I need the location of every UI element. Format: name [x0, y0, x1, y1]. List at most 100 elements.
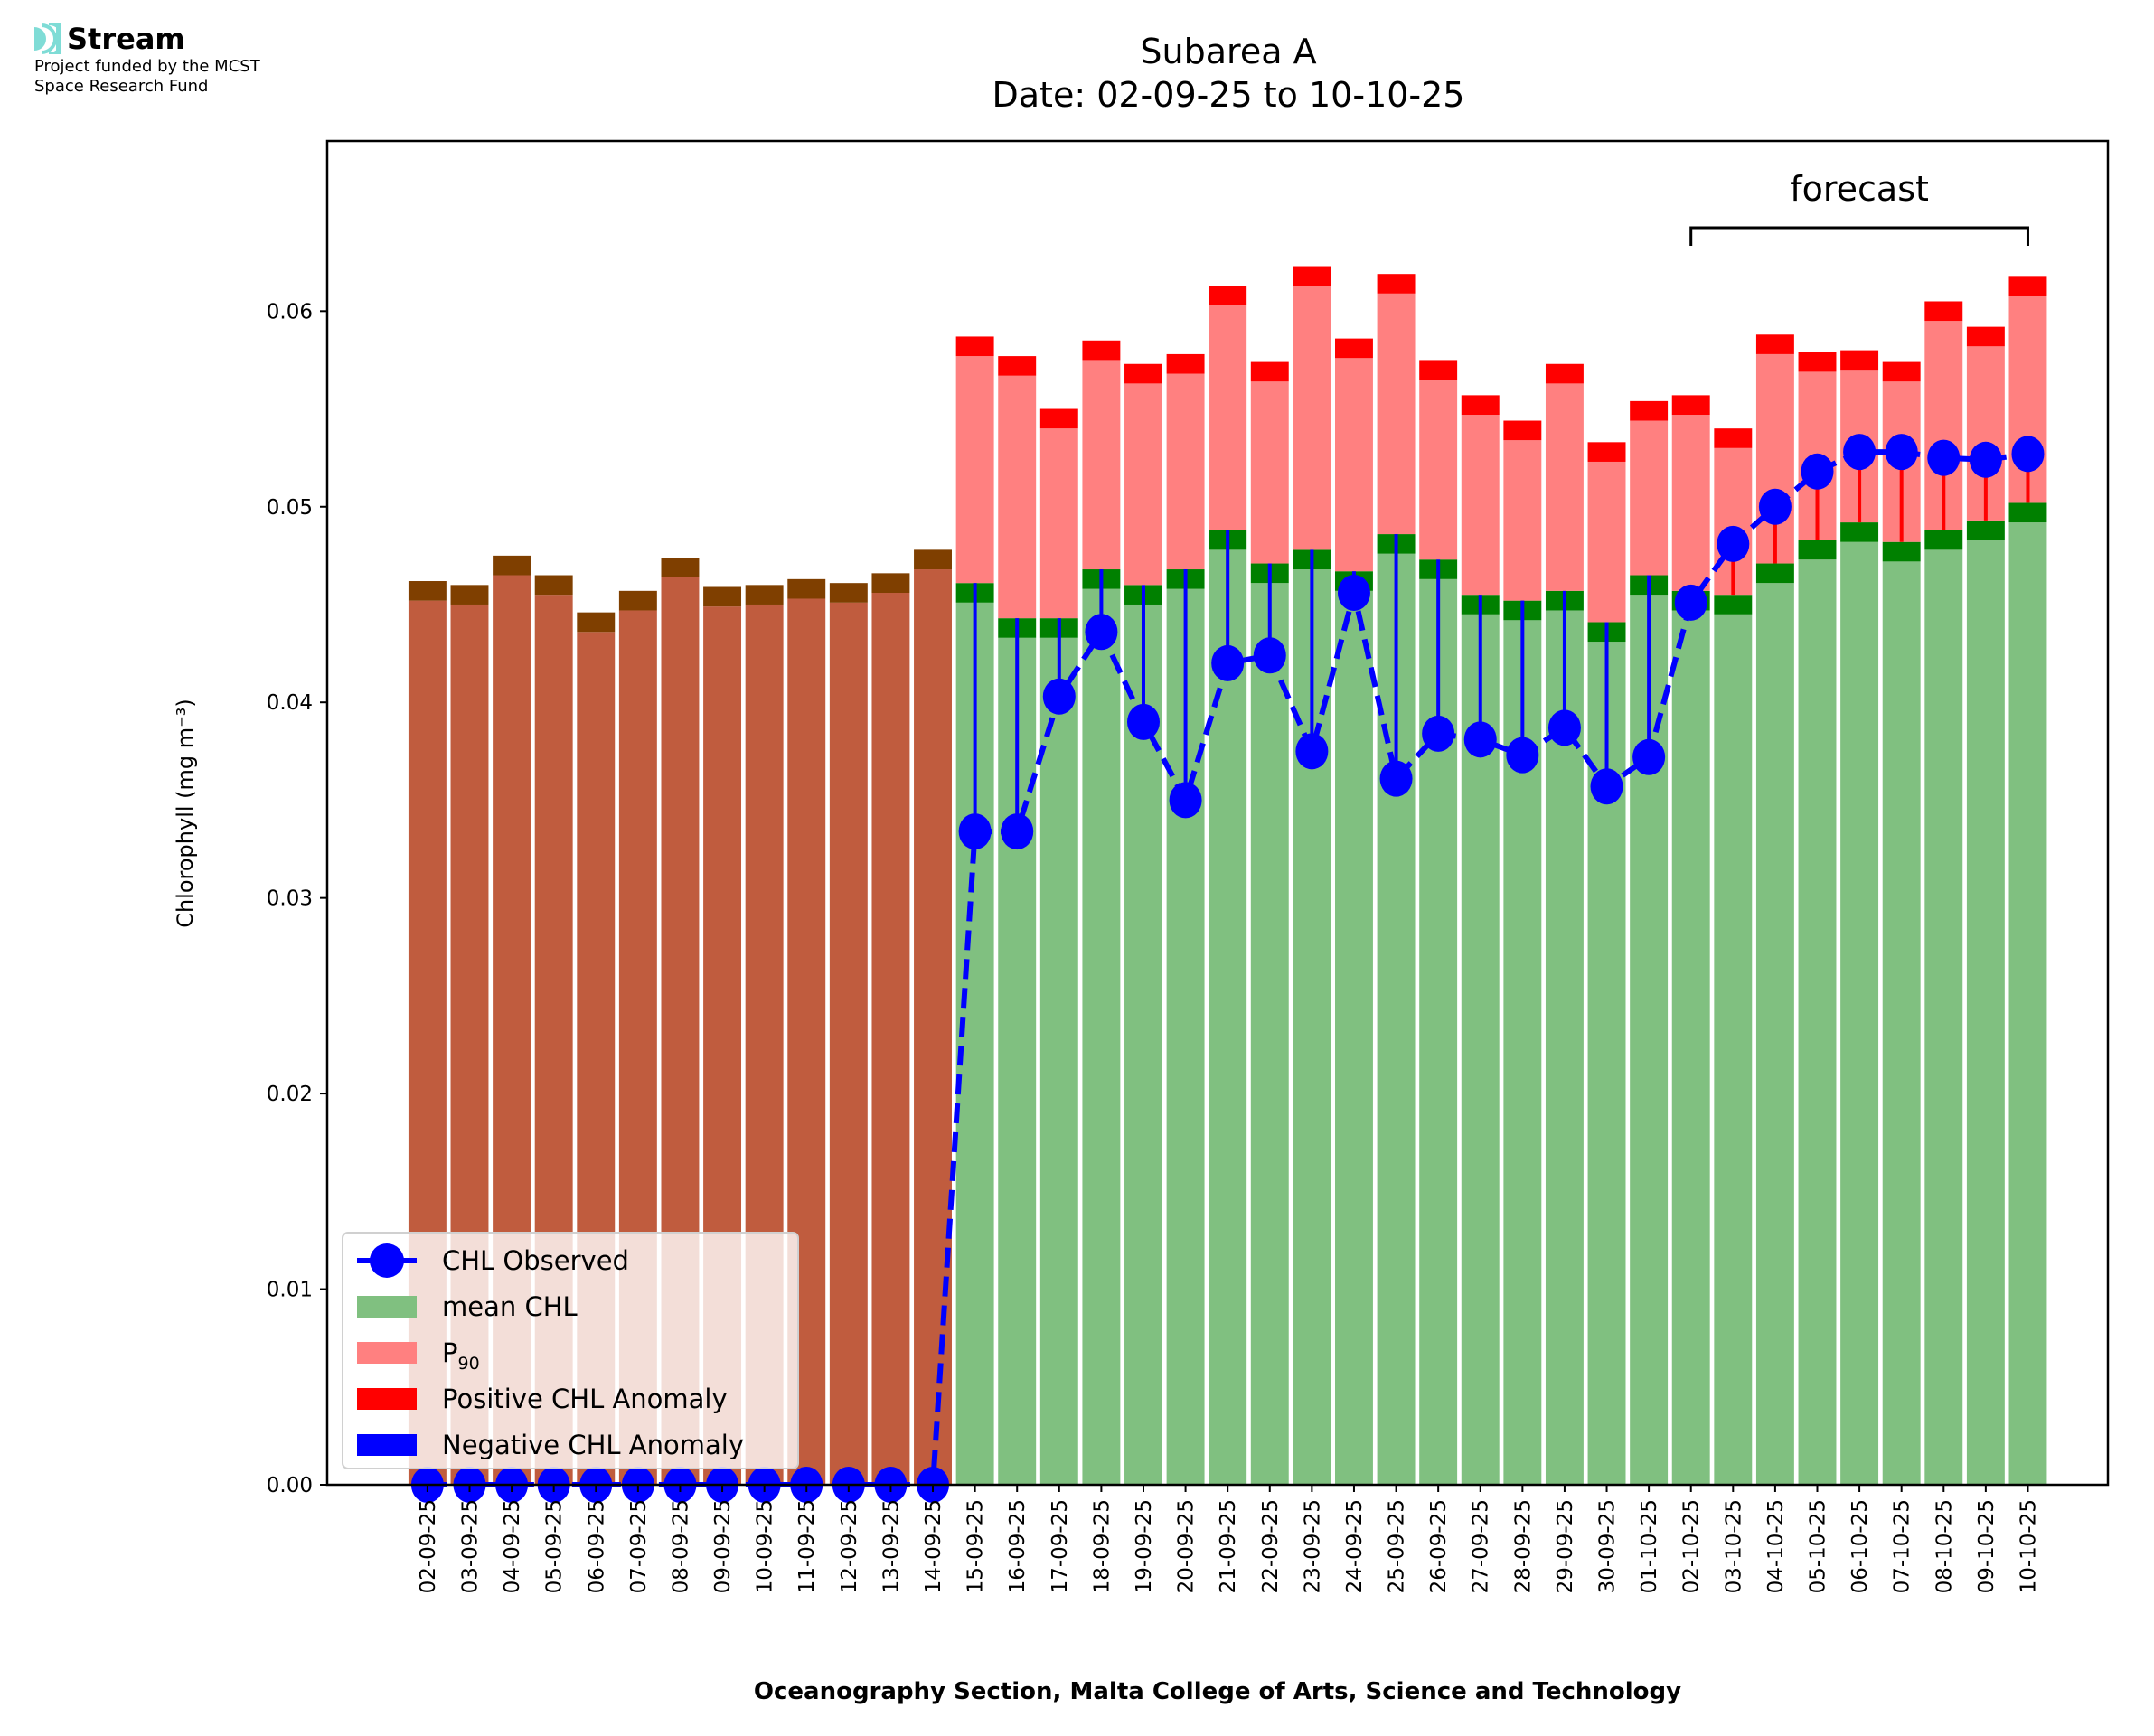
- x-tick-label: 04-10-25: [1764, 1499, 1788, 1593]
- historical-bar-top: [787, 578, 826, 599]
- historical-bar-top: [703, 586, 742, 607]
- observed-point: [1843, 434, 1877, 471]
- y-tick-label: 0.04: [267, 691, 313, 715]
- x-tick-label: 02-09-25: [417, 1499, 440, 1593]
- x-tick-label: 16-09-25: [1006, 1499, 1030, 1593]
- p90-bar: [1461, 415, 1500, 596]
- observed-point: [1126, 703, 1160, 740]
- stream-logo-icon: [34, 23, 61, 54]
- observed-point: [1085, 614, 1118, 651]
- p90-bar-top: [955, 336, 994, 357]
- p90-bar-top: [1755, 334, 1794, 354]
- p90-bar-top: [1124, 363, 1162, 384]
- p90-bar-top: [1714, 428, 1753, 448]
- x-tick-label: 26-09-25: [1427, 1499, 1451, 1593]
- observed-point: [1211, 644, 1245, 681]
- observed-point: [1758, 488, 1792, 525]
- mean-bar: [1924, 549, 1963, 1486]
- mean-bar-top: [2008, 502, 2047, 523]
- x-tick-label: 06-10-25: [1848, 1499, 1872, 1593]
- p90-bar-top: [1209, 286, 1247, 305]
- x-tick-label: 11-09-25: [795, 1499, 819, 1593]
- x-tick-label: 25-09-25: [1386, 1499, 1409, 1593]
- y-tick-label: 0.05: [267, 496, 313, 520]
- chart-title: Subarea A: [1140, 32, 1316, 71]
- historical-bar-top: [914, 549, 952, 570]
- x-tick-label: 14-09-25: [922, 1499, 945, 1593]
- mean-bar-top: [1966, 520, 2005, 540]
- x-tick-label: 08-10-25: [1933, 1499, 1956, 1593]
- historical-bar-top: [745, 585, 784, 605]
- mean-bar-top: [1882, 541, 1921, 562]
- p90-bar: [1209, 305, 1247, 530]
- logo: Stream Project funded by the MCST Space …: [34, 22, 260, 96]
- x-tick-label: 10-10-25: [2017, 1499, 2040, 1593]
- funding-line-1: Project funded by the MCST: [34, 57, 260, 76]
- observed-point: [1927, 439, 1961, 476]
- mean-bar: [1882, 561, 1921, 1485]
- x-tick-label: 21-09-25: [1217, 1499, 1240, 1593]
- p90-bar: [1124, 383, 1162, 586]
- p90-bar-top: [1419, 360, 1458, 380]
- y-tick-label: 0.03: [267, 887, 313, 911]
- x-tick-label: 03-09-25: [458, 1499, 482, 1593]
- x-tick-label: 09-10-25: [1975, 1499, 1999, 1593]
- mean-bar-top: [1714, 595, 1753, 615]
- historical-bar-top: [577, 612, 616, 633]
- x-tick-label: 01-10-25: [1638, 1499, 1661, 1593]
- x-tick-label: 30-09-25: [1596, 1499, 1620, 1593]
- p90-bar-top: [1503, 420, 1542, 441]
- p90-bar-top: [1671, 395, 1710, 416]
- p90-bar-top: [1293, 266, 1331, 286]
- x-tick-label: 07-10-25: [1891, 1499, 1914, 1593]
- y-tick-label: 0.01: [267, 1279, 313, 1302]
- p90-bar-top: [1082, 340, 1121, 361]
- mean-bar-top: [1798, 540, 1837, 560]
- p90-bar: [1250, 381, 1289, 564]
- legend-box: [342, 1232, 799, 1469]
- historical-bar: [871, 592, 910, 1485]
- forecast-label: forecast: [1790, 169, 1929, 209]
- x-tick-label: 07-09-25: [627, 1499, 651, 1593]
- observed-point: [1042, 678, 1076, 715]
- historical-bar: [914, 569, 952, 1485]
- observed-point: [2011, 436, 2045, 473]
- legend-label: CHL Observed: [442, 1245, 629, 1276]
- x-tick-label: 13-09-25: [879, 1499, 903, 1593]
- p90-bar-top: [998, 356, 1037, 376]
- observed-point: [1253, 637, 1286, 674]
- p90-bar-top: [1377, 274, 1416, 294]
- mean-bar: [1714, 614, 1753, 1485]
- p90-bar: [1419, 380, 1458, 560]
- p90-bar-top: [1039, 408, 1078, 429]
- historical-bar-top: [493, 555, 531, 576]
- p90-bar: [1630, 420, 1669, 576]
- observed-point: [1337, 574, 1370, 611]
- x-tick-label: 28-09-25: [1511, 1499, 1535, 1593]
- plot-frame: [325, 139, 2110, 1487]
- y-tick-label: 0.00: [267, 1474, 313, 1497]
- p90-bar-top: [1461, 395, 1500, 416]
- x-tick-label: 09-09-25: [711, 1499, 735, 1593]
- p90-bar: [955, 356, 994, 584]
- logo-name: Stream: [67, 22, 185, 56]
- historical-bar-top: [829, 583, 868, 603]
- p90-bar-top: [1966, 326, 2005, 347]
- mean-bar: [1124, 604, 1162, 1485]
- x-tick-label: 05-10-25: [1807, 1499, 1830, 1593]
- y-tick-label: 0.02: [267, 1083, 313, 1106]
- x-tick-label: 29-09-25: [1554, 1499, 1577, 1593]
- mean-bar: [1250, 583, 1289, 1485]
- observed-point: [1001, 813, 1034, 850]
- mean-bar: [1545, 610, 1584, 1485]
- mean-bar: [1966, 540, 2005, 1485]
- historical-bar-top: [871, 573, 910, 593]
- legend-label-subscript: 90: [458, 1354, 480, 1374]
- p90-bar-top: [1630, 400, 1669, 421]
- x-tick-label: 06-09-25: [585, 1499, 608, 1593]
- p90-bar-top: [1250, 361, 1289, 382]
- x-tick-label: 18-09-25: [1090, 1499, 1114, 1593]
- x-tick-label: 17-09-25: [1049, 1499, 1072, 1593]
- p90-bar-top: [1334, 338, 1373, 359]
